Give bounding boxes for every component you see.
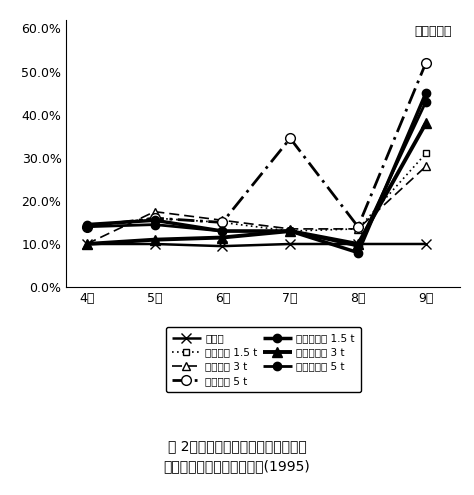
Text: －　－　－: － － － xyxy=(414,25,452,38)
Text: 図 2　有機物の連年施用圖における: 図 2 有機物の連年施用圖における xyxy=(168,439,306,453)
Legend: 無施用, 麦稈厩肥 1.5 t, 麦稈厩肥 3 t, 麦稈厩肥 5 t, バーク堆肂 1.5 t, バーク堆肂 3 t, バーク堆肂 5 t: 無施用, 麦稈厩肥 1.5 t, 麦稈厩肥 3 t, 麦稈厩肥 5 t, バーク… xyxy=(165,327,361,392)
Text: 天敵微生物寄生卵率の変動(1995): 天敵微生物寄生卵率の変動(1995) xyxy=(164,459,310,473)
